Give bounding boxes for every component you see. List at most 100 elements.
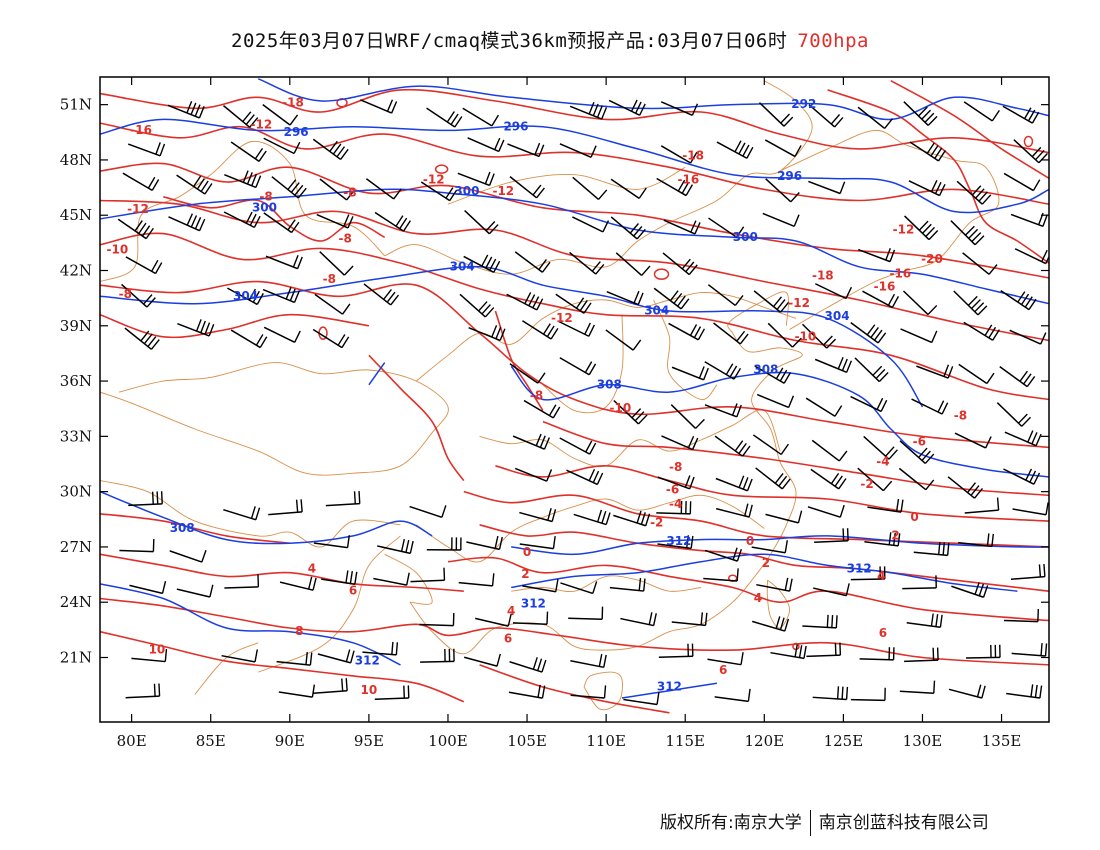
wind-barb-feather (925, 226, 936, 237)
wind-barb-feather (296, 256, 303, 269)
wind-barb (663, 219, 701, 235)
temperature-contours (100, 79, 1049, 714)
wind-barb-feather (779, 369, 788, 382)
wind-barb-feather (541, 659, 547, 673)
wind-barb-feather (872, 365, 883, 376)
temperature-label: -8 (119, 287, 132, 301)
wind-barb-staff (314, 293, 343, 315)
wind-barb (807, 504, 845, 518)
wind-barb (1003, 172, 1041, 192)
wind-barb (559, 437, 597, 455)
wind-barb-feather (841, 358, 848, 371)
wind-barb (559, 357, 597, 376)
wind-barb-feather (934, 181, 942, 194)
wind-barb-feather (803, 645, 807, 659)
wind-barb-feather (918, 106, 928, 117)
wind-barb (122, 172, 160, 192)
wind-barb-feather (687, 435, 695, 449)
wind-barb-feather (630, 99, 638, 112)
wind-barb (365, 178, 402, 200)
wind-barb-staff (468, 326, 501, 342)
wind-barb (661, 435, 699, 451)
temperature-closed-contour (434, 164, 449, 174)
wind-barb-feather (781, 478, 791, 490)
wind-barb-feather (147, 176, 156, 189)
wind-barb-staff (958, 541, 993, 548)
geopotential-label: 304 (233, 289, 258, 303)
wind-barb-staff (606, 290, 639, 306)
lon-tick-label: 100E (428, 732, 468, 750)
wind-barb-feather (689, 151, 698, 164)
wind-barb (805, 397, 843, 417)
wind-barb-feather (293, 290, 300, 303)
wind-barb-feather (495, 326, 502, 339)
wind-barb (474, 613, 512, 627)
wind-barb-staff (263, 326, 296, 343)
wind-barb-feather (689, 476, 695, 490)
wind-barb-feather (826, 614, 829, 628)
geopotential-label: 304 (644, 304, 669, 318)
wind-barb-feather (742, 144, 750, 157)
temperature-label: 6 (504, 632, 512, 646)
wind-barb-feather (946, 542, 950, 556)
wind-barb-feather (151, 259, 159, 272)
wind-barb (903, 101, 938, 126)
wind-barb-staff (857, 467, 884, 492)
wind-barb-staff (958, 363, 988, 385)
wind-barb (462, 107, 500, 127)
wind-barb-staff (522, 320, 552, 340)
wind-barb-staff (956, 180, 983, 205)
wind-barb-feather (725, 363, 734, 375)
wind-barb-feather (551, 509, 557, 522)
geopotential-label: 312 (847, 562, 872, 576)
wind-barb (752, 434, 789, 456)
wind-barb (522, 579, 559, 593)
wind-barb-staff (814, 283, 847, 300)
wind-barb-feather (1024, 107, 1032, 120)
geopotential-label: 308 (170, 521, 195, 535)
wind-barb (1004, 430, 1042, 447)
wind-barb-feather (930, 180, 938, 192)
wind-barb (947, 476, 983, 499)
wind-barb-feather (640, 512, 646, 525)
wind-barb-staff (420, 660, 455, 663)
wind-barb-feather (445, 187, 454, 199)
temperature-label: -12 (127, 202, 149, 216)
wind-barb (613, 399, 648, 425)
wind-barb-feather (209, 584, 214, 598)
boundary-line (409, 291, 803, 655)
lat-tick-label: 33N (60, 427, 92, 445)
wind-barb (373, 572, 410, 586)
temperature-isotherm (100, 553, 464, 592)
geopotential-label: 312 (657, 679, 682, 693)
wind-barb-feather (895, 498, 900, 512)
wind-barb-staff (1000, 290, 1030, 311)
wind-barb-feather (528, 294, 536, 307)
wind-barb (963, 321, 1000, 341)
wind-barb-feather (449, 189, 458, 202)
wind-barb-staff (703, 577, 738, 582)
wind-barb (468, 325, 506, 342)
wind-barb (464, 209, 499, 235)
wind-barb-feather (200, 320, 206, 333)
temperature-label: -4 (876, 455, 889, 469)
wind-barb-feather (481, 254, 489, 267)
wind-barb-feather (204, 183, 213, 195)
wind-barb-staff (656, 512, 691, 515)
lat-tick-label: 24N (60, 593, 92, 611)
wind-barb-feather (837, 357, 844, 370)
wind-barb-feather (308, 576, 313, 590)
temperature-label: -20 (921, 252, 943, 266)
wind-barb-feather (878, 372, 889, 383)
wind-barb-feather (1027, 430, 1034, 443)
wind-barb-feather (988, 326, 997, 339)
wind-barb-feather (789, 578, 793, 592)
wind-barb-feather (826, 338, 837, 349)
lon-tick-label: 130E (903, 732, 943, 750)
wind-barb (996, 402, 1032, 427)
temperature-isotherm (479, 664, 670, 714)
wind-barb-staff (902, 290, 929, 316)
wind-barb-staff (805, 397, 836, 417)
wind-barb (519, 507, 557, 523)
wind-barb (569, 251, 605, 275)
